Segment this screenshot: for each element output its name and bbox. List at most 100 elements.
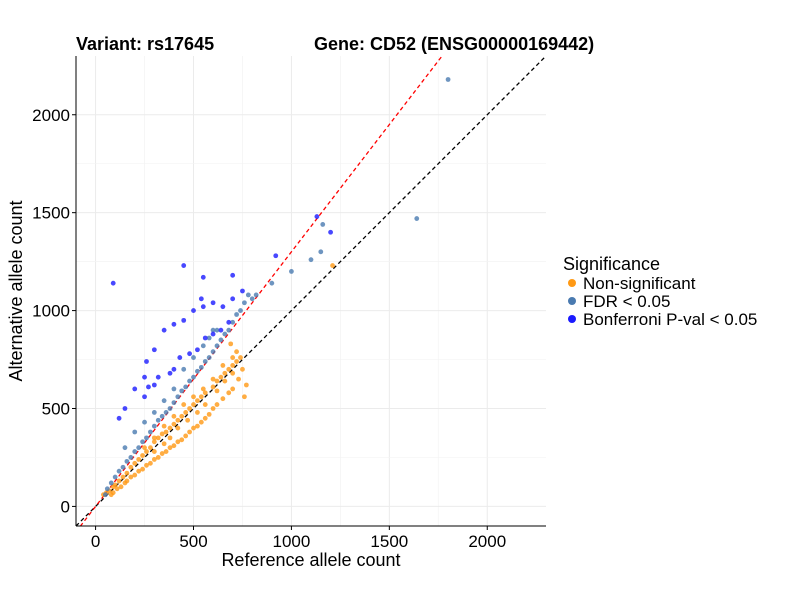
data-point bbox=[181, 263, 187, 268]
data-point bbox=[185, 417, 191, 423]
data-point bbox=[200, 304, 206, 310]
data-point bbox=[122, 406, 128, 411]
data-point bbox=[230, 370, 236, 376]
data-point bbox=[214, 378, 220, 384]
data-point bbox=[202, 415, 208, 421]
y-tick-label: 1500 bbox=[32, 204, 70, 223]
data-point bbox=[151, 347, 157, 353]
data-point bbox=[230, 355, 236, 360]
data-point bbox=[136, 468, 142, 474]
data-point bbox=[116, 478, 122, 484]
data-point bbox=[308, 257, 314, 263]
data-point bbox=[226, 366, 232, 372]
data-point bbox=[198, 296, 204, 302]
data-point bbox=[146, 384, 151, 390]
data-point bbox=[273, 253, 279, 259]
legend-label: Bonferroni P-val < 0.05 bbox=[583, 310, 757, 329]
data-point bbox=[142, 419, 147, 425]
data-point bbox=[171, 400, 177, 406]
data-point bbox=[159, 413, 165, 419]
data-point bbox=[140, 466, 145, 472]
data-point bbox=[191, 425, 196, 431]
data-point bbox=[161, 327, 167, 333]
data-point bbox=[228, 341, 234, 347]
data-point bbox=[202, 335, 208, 341]
data-point bbox=[202, 402, 208, 407]
data-point bbox=[195, 423, 200, 429]
data-point bbox=[116, 415, 122, 421]
data-point bbox=[171, 366, 177, 372]
data-point bbox=[179, 388, 185, 394]
data-point bbox=[198, 394, 204, 400]
data-point bbox=[183, 410, 189, 415]
axes: 0 500 1000 1500 2000 0 500 1000 1500 2000 bbox=[32, 56, 546, 551]
data-point bbox=[124, 458, 130, 464]
data-point bbox=[118, 484, 124, 490]
data-point bbox=[240, 288, 245, 294]
data-point bbox=[214, 343, 220, 349]
data-point bbox=[230, 386, 236, 392]
legend-title: Significance bbox=[563, 254, 660, 274]
data-point bbox=[142, 445, 147, 451]
data-point bbox=[112, 474, 118, 480]
y-tick-label: 2000 bbox=[32, 106, 70, 125]
data-point bbox=[220, 363, 226, 368]
data-point bbox=[128, 455, 134, 460]
data-point bbox=[214, 402, 220, 407]
data-point bbox=[210, 300, 216, 306]
data-point bbox=[151, 423, 157, 429]
data-point bbox=[328, 229, 333, 235]
reference-line-identity bbox=[76, 56, 546, 526]
data-point bbox=[151, 457, 157, 462]
data-point bbox=[191, 355, 196, 360]
reference-line-fit bbox=[79, 56, 443, 526]
data-point bbox=[222, 378, 228, 384]
data-point bbox=[108, 480, 114, 486]
data-point bbox=[159, 431, 165, 437]
legend-key-dot bbox=[568, 297, 576, 305]
data-point bbox=[136, 457, 142, 462]
data-point bbox=[171, 386, 177, 392]
data-point bbox=[144, 435, 149, 441]
data-point bbox=[202, 359, 208, 364]
data-point bbox=[175, 417, 181, 423]
data-point bbox=[187, 429, 192, 435]
data-point bbox=[187, 351, 192, 357]
data-point bbox=[142, 394, 147, 400]
y-axis-title: Alternative allele count bbox=[6, 200, 26, 381]
data-point bbox=[108, 492, 114, 498]
data-point bbox=[161, 423, 167, 429]
data-point bbox=[136, 445, 142, 451]
data-point bbox=[210, 406, 216, 411]
data-point bbox=[144, 462, 149, 468]
data-point bbox=[318, 249, 324, 255]
data-point bbox=[238, 355, 243, 360]
data-point bbox=[132, 472, 138, 478]
data-point bbox=[242, 394, 247, 400]
data-point bbox=[230, 296, 236, 302]
data-point bbox=[226, 327, 232, 333]
data-point bbox=[155, 417, 161, 423]
data-point bbox=[120, 464, 126, 470]
y-tick-label: 0 bbox=[61, 497, 70, 516]
data-points bbox=[101, 77, 451, 498]
legend-label: Non-significant bbox=[583, 274, 696, 293]
data-point bbox=[249, 296, 255, 302]
data-point bbox=[240, 366, 245, 372]
legend-key-dot bbox=[568, 315, 576, 323]
data-point bbox=[253, 292, 259, 298]
data-point bbox=[226, 390, 232, 396]
data-point bbox=[175, 439, 181, 445]
reference-lines bbox=[76, 56, 546, 526]
data-point bbox=[132, 386, 138, 392]
data-point bbox=[104, 486, 110, 492]
data-point bbox=[200, 343, 206, 349]
data-point bbox=[148, 460, 153, 466]
data-point bbox=[171, 421, 177, 427]
data-point bbox=[191, 394, 196, 400]
data-point bbox=[122, 480, 128, 486]
data-point bbox=[230, 363, 236, 368]
data-point bbox=[167, 445, 173, 451]
data-point bbox=[226, 319, 232, 325]
